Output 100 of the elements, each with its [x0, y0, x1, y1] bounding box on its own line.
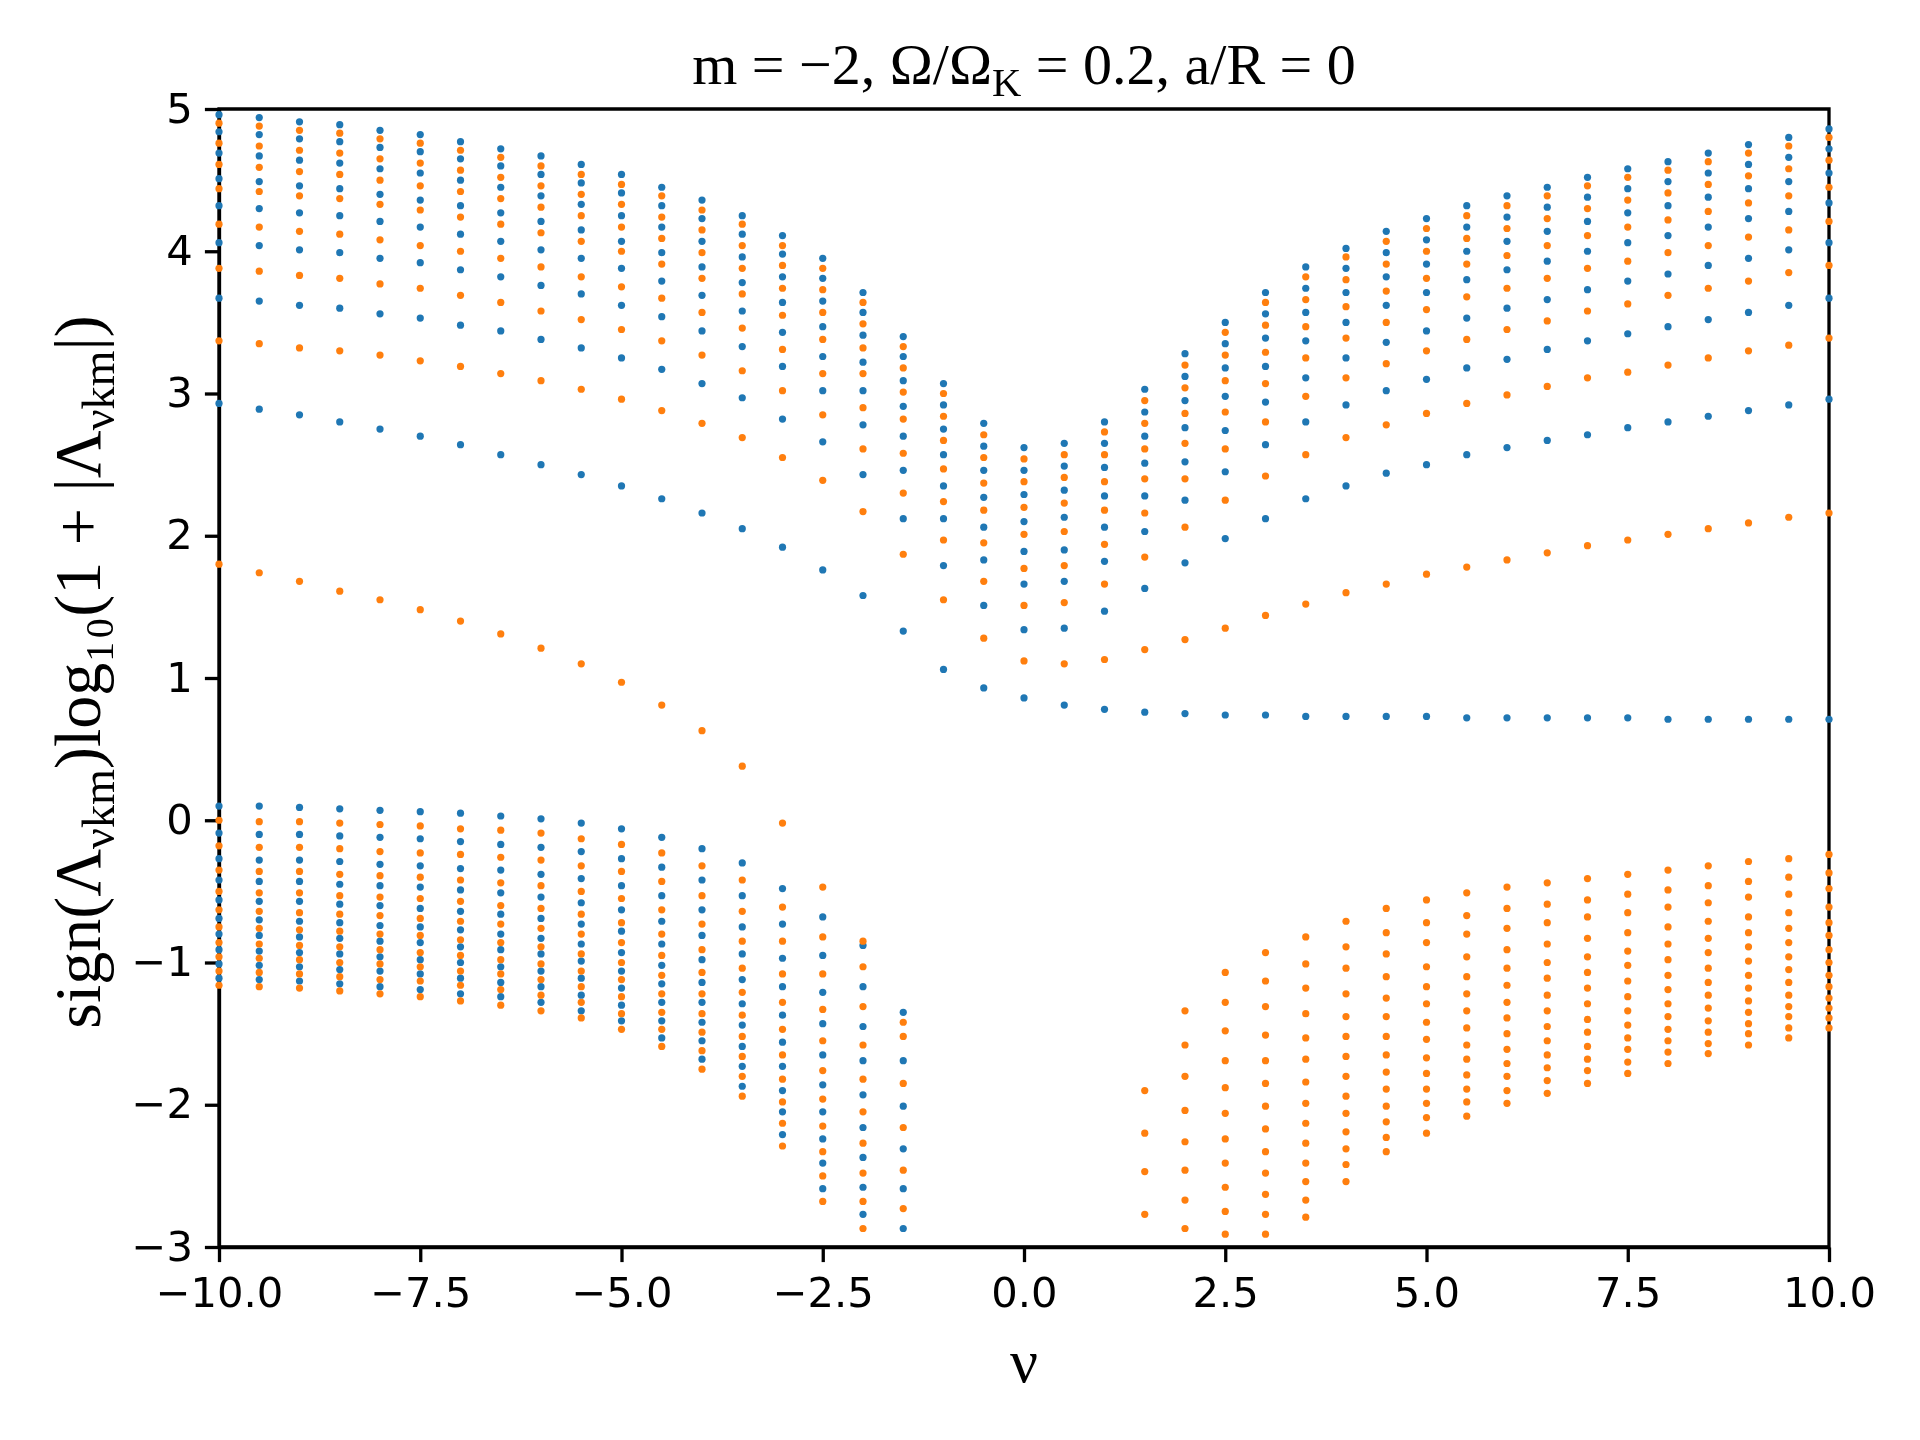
point: [336, 121, 344, 129]
point: [215, 866, 223, 874]
point: [1261, 611, 1270, 620]
point: [1704, 158, 1712, 166]
point: [255, 947, 263, 955]
point: [1624, 1021, 1632, 1029]
point: [1543, 974, 1551, 982]
point: [1785, 855, 1793, 863]
point: [617, 1001, 626, 1009]
point: [899, 1102, 907, 1110]
point: [1100, 451, 1109, 459]
point: [1704, 525, 1712, 533]
point: [577, 998, 585, 1006]
point: [416, 985, 424, 994]
point: [1503, 237, 1511, 245]
point: [416, 835, 424, 843]
point: [577, 974, 585, 982]
point: [537, 893, 545, 901]
point: [1382, 973, 1390, 981]
point: [617, 283, 626, 291]
point: [1382, 1068, 1390, 1076]
point: [1704, 315, 1712, 324]
point: [1302, 933, 1310, 941]
point: [1664, 202, 1672, 210]
point: [899, 1145, 907, 1153]
point: [1624, 929, 1632, 937]
point: [819, 933, 827, 941]
point: [1825, 946, 1833, 954]
point: [1020, 455, 1028, 463]
point: [1785, 341, 1793, 349]
point: [1100, 557, 1109, 565]
point: [1422, 288, 1431, 297]
point: [1141, 509, 1149, 517]
point: [1302, 600, 1310, 608]
point: [1583, 286, 1592, 294]
point: [1100, 478, 1109, 486]
point: [859, 1153, 867, 1161]
point: [1463, 1112, 1471, 1120]
point: [295, 856, 304, 864]
point: [859, 288, 867, 297]
x-tick-label: 7.5: [1595, 1268, 1662, 1318]
point: [939, 425, 948, 433]
point: [617, 1025, 626, 1033]
point: [456, 897, 465, 905]
point: [617, 354, 626, 362]
point: [899, 415, 907, 423]
point: [738, 1042, 746, 1051]
point: [1060, 577, 1068, 585]
point: [215, 829, 223, 837]
point: [698, 226, 706, 234]
point: [497, 970, 505, 978]
point: [778, 1119, 787, 1127]
point: [577, 254, 585, 262]
point: [1503, 1045, 1511, 1053]
point: [456, 951, 465, 959]
point: [1624, 1007, 1632, 1015]
point: [1342, 1092, 1350, 1100]
point: [1181, 424, 1189, 432]
point: [1342, 288, 1350, 297]
point: [456, 981, 465, 989]
point: [899, 1123, 907, 1132]
point: [1261, 1148, 1270, 1156]
point: [899, 627, 907, 635]
point: [819, 1067, 827, 1075]
point: [1181, 1138, 1189, 1146]
point: [295, 956, 304, 964]
point: [1060, 624, 1068, 632]
point: [819, 1122, 827, 1130]
point: [1221, 392, 1229, 400]
point: [1342, 1109, 1350, 1117]
point: [698, 862, 706, 870]
point: [1060, 499, 1068, 507]
point: [980, 493, 988, 501]
point: [1342, 264, 1350, 272]
point: [416, 432, 424, 440]
point: [1382, 1012, 1390, 1021]
point: [497, 298, 505, 307]
point: [1181, 709, 1189, 718]
point: [980, 601, 988, 610]
point: [1181, 1166, 1189, 1174]
point: [1583, 217, 1592, 225]
point: [336, 138, 344, 146]
point: [577, 967, 585, 975]
point: [456, 213, 465, 221]
point: [1463, 451, 1471, 459]
point: [1624, 368, 1632, 376]
point: [1704, 899, 1712, 907]
point: [1503, 251, 1511, 260]
point: [577, 344, 585, 352]
point: [1060, 462, 1068, 470]
point: [497, 889, 505, 897]
point: [778, 362, 787, 371]
point: [456, 825, 465, 833]
point: [899, 1204, 907, 1213]
point: [617, 325, 626, 334]
point: [778, 273, 787, 281]
point: [255, 931, 263, 940]
point: [1543, 241, 1551, 250]
point: [980, 431, 988, 439]
point: [1744, 149, 1753, 157]
